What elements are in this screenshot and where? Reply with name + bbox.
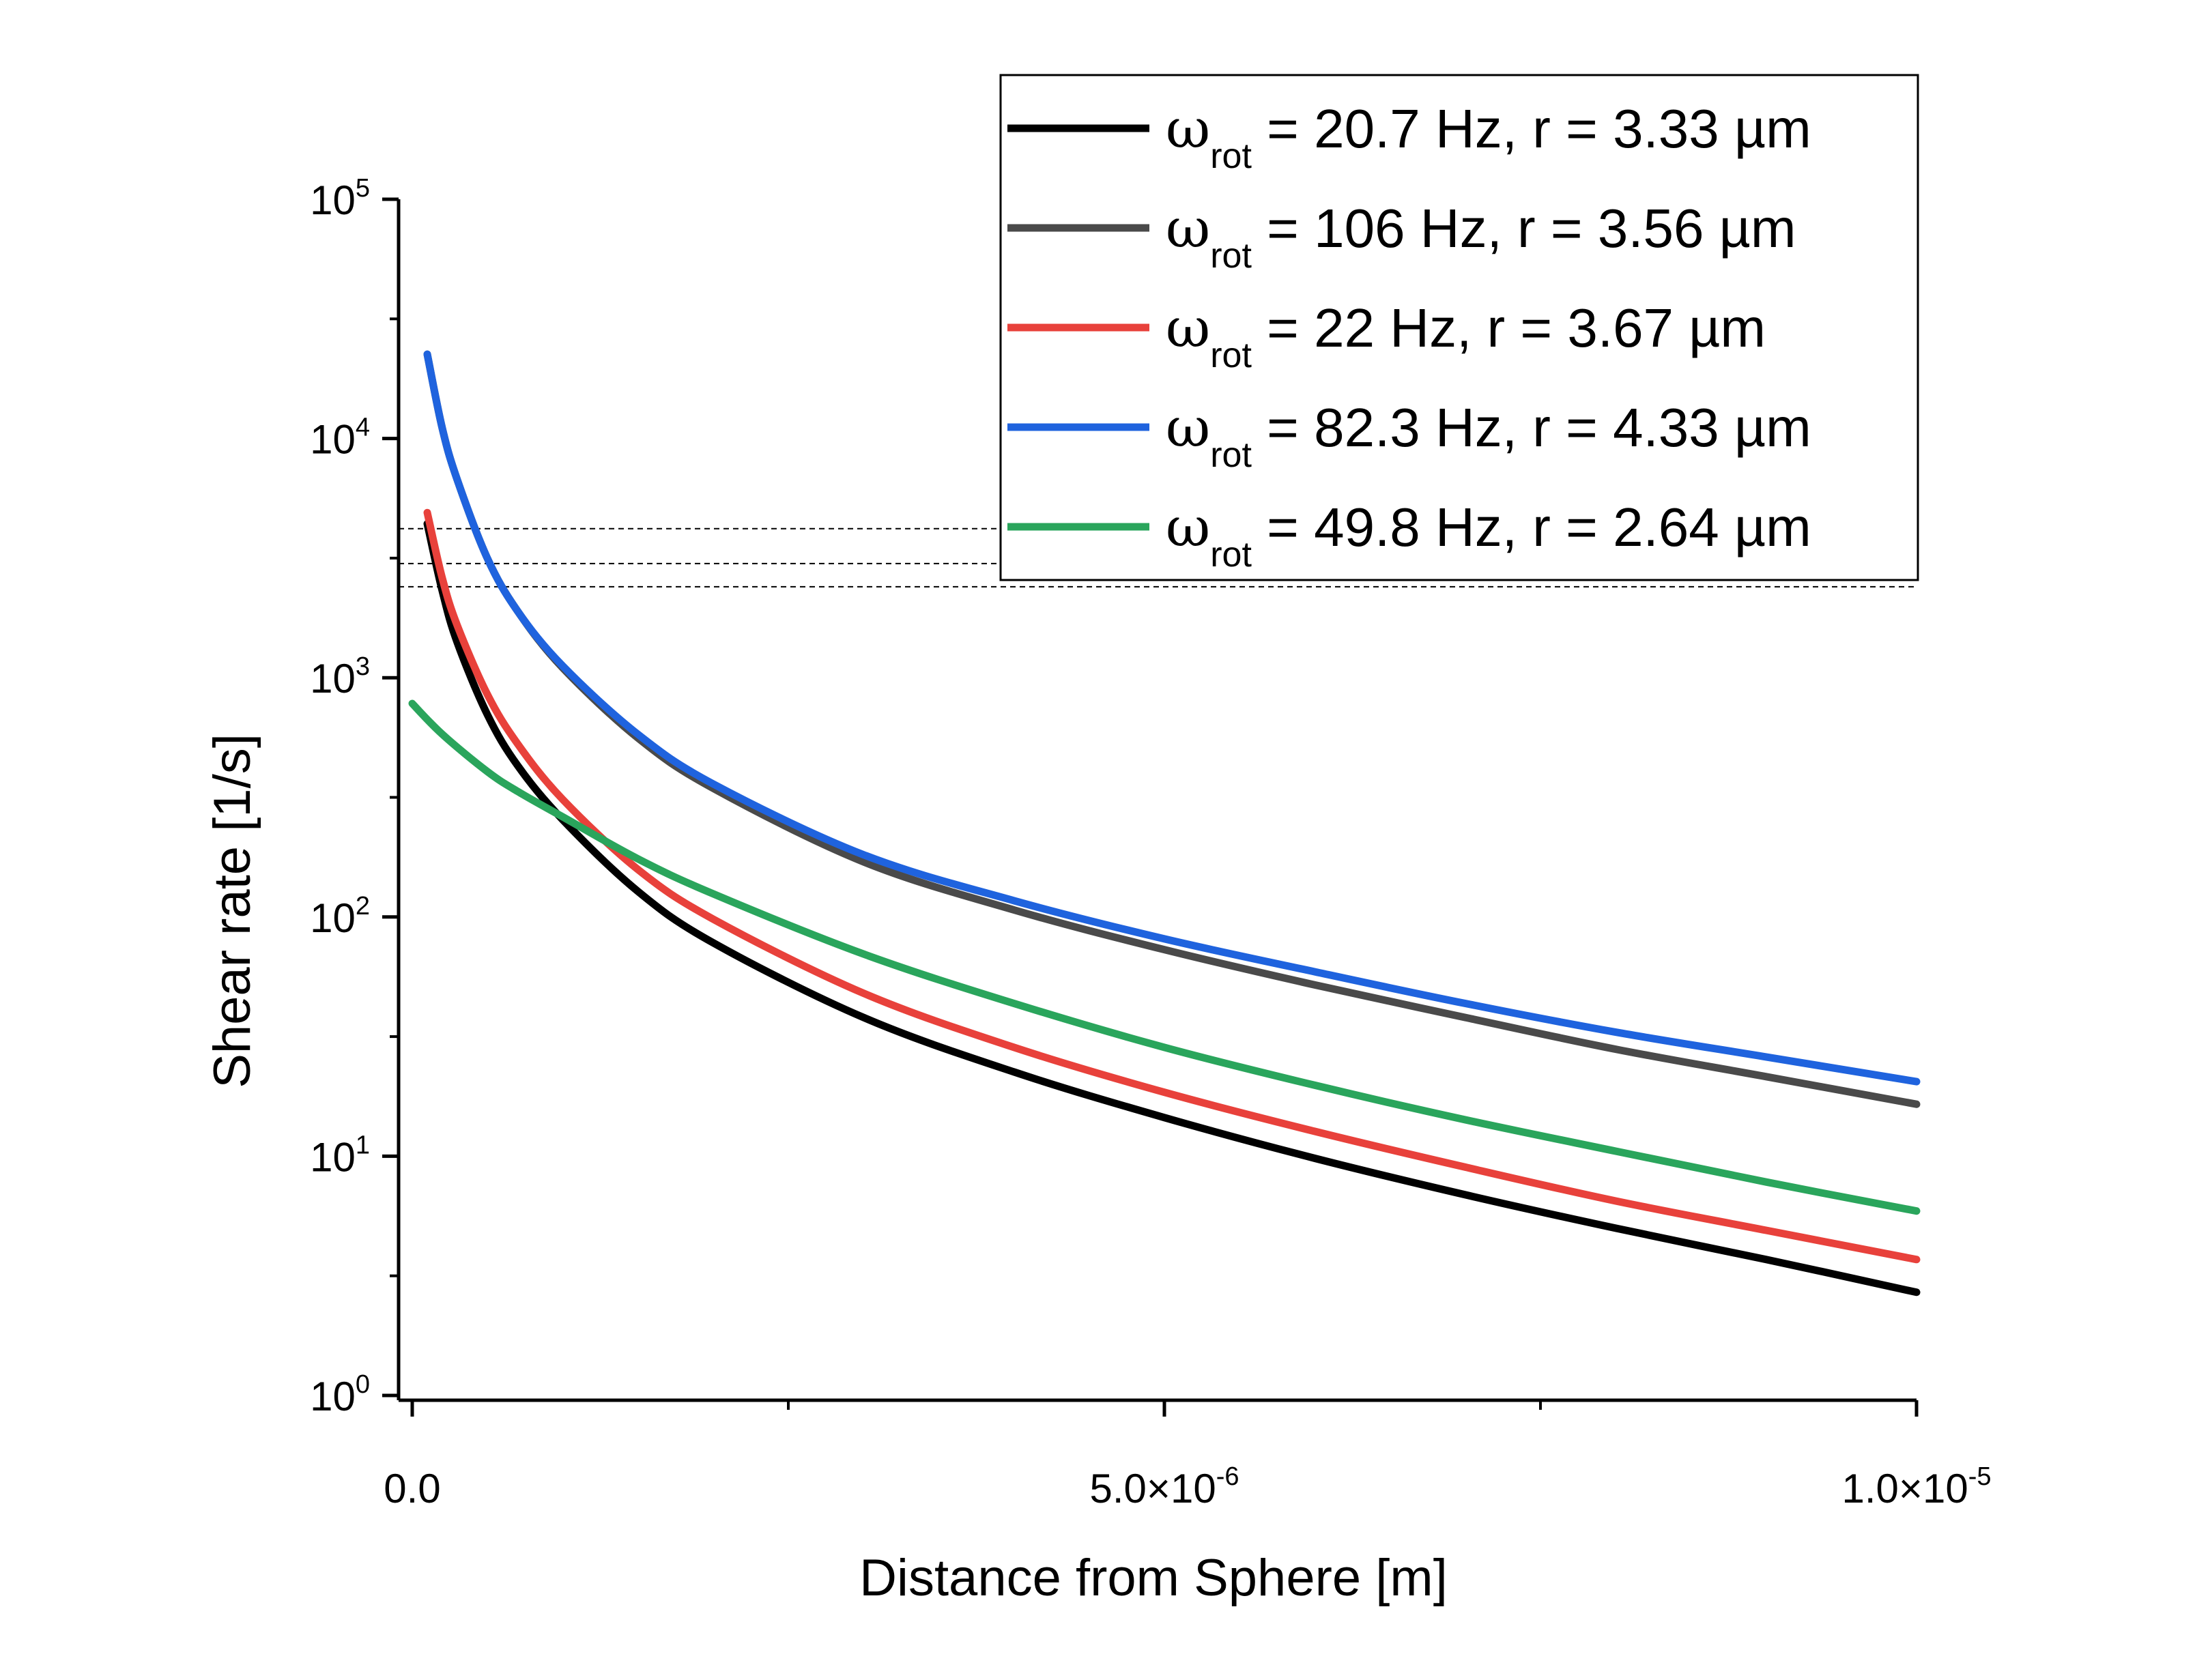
series-layer [408,350,1921,1297]
y-tick-label-0: 100 [310,1370,370,1419]
legend-label-0: ωrot = 20.7 Hz, r = 3.33 µm [1166,97,1811,176]
y-tick-label-4: 104 [310,414,370,463]
legend-label-2: ωrot = 22 Hz, r = 3.67 µm [1166,296,1766,375]
x-axis-title: Distance from Sphere [m] [859,1549,1448,1607]
legend: ωrot = 20.7 Hz, r = 3.33 µm ωrot = 106 Hz… [999,74,1919,581]
y-tick-label-3: 103 [310,652,370,701]
y-tick-label-5: 105 [310,174,370,223]
legend-box [999,74,1919,581]
legend-label-4: ωrot = 49.8 Hz, r = 2.64 µm [1166,495,1811,575]
x-tick-label-0: 0.0 [384,1466,440,1511]
series-line-2 [423,508,1921,1264]
legend-label-3: ωrot = 82.3 Hz, r = 4.33 µm [1166,396,1811,475]
series-line-4 [408,699,1921,1215]
x-tick-label-2: 1.0×10-5 [1842,1462,1992,1511]
series-line-3 [423,350,1921,1086]
legend-label-1: ωrot = 106 Hz, r = 3.56 µm [1166,197,1796,276]
y-axis-title: Shear rate [1/s] [203,734,261,1088]
y-tick-label-1: 101 [310,1131,370,1180]
x-tick-label-1: 5.0×10-6 [1090,1462,1239,1511]
series-line-0 [423,520,1921,1297]
y-tick-label-2: 102 [310,892,370,941]
axes: 100 101 102 103 104 105 0.0 5.0×10-6 1.0×10-5 [310,174,1991,1511]
